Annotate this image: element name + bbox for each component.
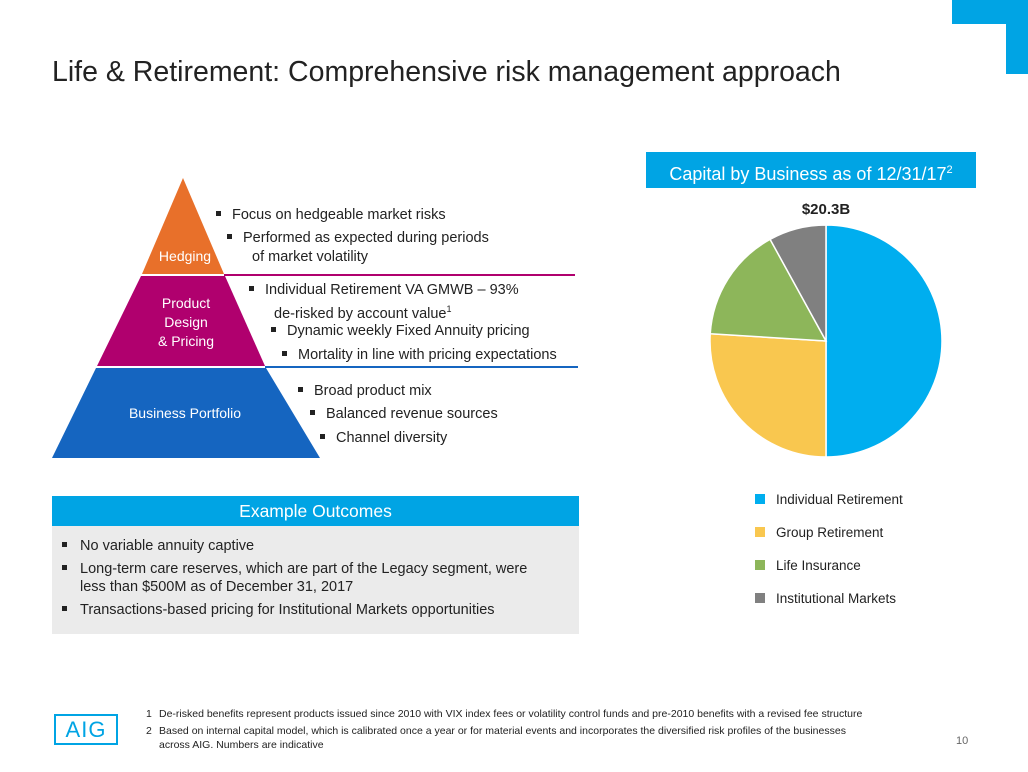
bullet-hedging-1: Focus on hedgeable market risks bbox=[216, 206, 446, 225]
footnote-1-text: De-risked benefits represent products is… bbox=[159, 708, 863, 720]
legend-swatch bbox=[755, 593, 765, 604]
risk-pyramid bbox=[52, 178, 578, 458]
bullet-portfolio-2: Balanced revenue sources bbox=[310, 405, 498, 424]
bullet-product-1: Individual Retirement VA GMWB – 93% bbox=[249, 281, 519, 300]
bullet-square-icon bbox=[298, 386, 303, 392]
bullet-square-icon bbox=[227, 233, 232, 239]
pyramid-label-portfolio: Business Portfolio bbox=[128, 405, 242, 421]
page-number: 10 bbox=[956, 735, 969, 747]
bullet-portfolio-3: Channel diversity bbox=[320, 429, 447, 448]
pyramid-label-product-line: & Pricing bbox=[157, 333, 215, 349]
outcome-item-2-cont: less than $500M as of December 31, 2017 bbox=[80, 579, 354, 595]
pie-slice-institutional-markets bbox=[769, 224, 827, 342]
footnote-2-text: Based on internal capital model, which i… bbox=[159, 725, 846, 737]
pie-slice-individual-retirement bbox=[825, 224, 943, 458]
pyramid-label-product-line: Product bbox=[161, 295, 211, 311]
bullet-product-2: Dynamic weekly Fixed Annuity pricing bbox=[271, 322, 530, 341]
footnote-2-text-cont: across AIG. Numbers are indicative bbox=[159, 739, 324, 751]
corner-accent-top bbox=[952, 0, 1028, 24]
pyramid-product-tier bbox=[97, 276, 265, 366]
capital-chart-header: Capital by Business as of 12/31/172 bbox=[646, 152, 976, 188]
outcome-item-1: No variable annuity captive bbox=[62, 537, 254, 556]
footnote-2-number: 2 bbox=[146, 725, 152, 737]
bullet-square-icon bbox=[62, 605, 67, 611]
outcomes-box bbox=[52, 526, 579, 634]
bullet-square-icon bbox=[62, 564, 67, 570]
pyramid-portfolio-tier bbox=[52, 368, 320, 458]
legend-swatch bbox=[755, 560, 765, 571]
bullet-product-3: Mortality in line with pricing expectati… bbox=[282, 346, 557, 365]
outcomes-header: Example Outcomes bbox=[52, 496, 579, 526]
bullet-hedging-2: Performed as expected during periods bbox=[227, 229, 489, 248]
capital-pie-chart bbox=[709, 224, 943, 458]
pie-slice-life-insurance bbox=[709, 238, 828, 342]
pyramid-hedging-tier bbox=[142, 178, 224, 274]
corner-accent-side bbox=[1006, 24, 1028, 74]
pyramid-label-hedging: Hedging bbox=[158, 248, 212, 264]
bullet-square-icon bbox=[282, 350, 287, 356]
bullet-square-icon bbox=[216, 210, 221, 216]
legend-item: Institutional Markets bbox=[755, 590, 903, 608]
page-title: Life & Retirement: Comprehensive risk ma… bbox=[52, 56, 841, 88]
aig-logo: AIG bbox=[54, 714, 118, 745]
bullet-product-1-cont: de-risked by account value1 bbox=[274, 304, 452, 322]
pie-legend: Individual Retirement Group Retirement L… bbox=[755, 491, 903, 608]
bullet-square-icon bbox=[310, 409, 315, 415]
bullet-square-icon bbox=[271, 326, 276, 332]
bullet-square-icon bbox=[62, 541, 67, 547]
legend-swatch bbox=[755, 527, 765, 538]
legend-item: Group Retirement bbox=[755, 524, 903, 542]
pie-slice-group-retirement bbox=[709, 332, 827, 458]
legend-item: Life Insurance bbox=[755, 557, 903, 575]
outcome-item-3: Transactions-based pricing for Instituti… bbox=[62, 601, 495, 620]
bullet-square-icon bbox=[320, 433, 325, 439]
pyramid-label-product-line: Design bbox=[164, 314, 208, 330]
capital-total-label: $20.3B bbox=[801, 201, 851, 218]
legend-swatch bbox=[755, 494, 765, 505]
outcome-item-2: Long-term care reserves, which are part … bbox=[62, 560, 527, 579]
legend-item: Individual Retirement bbox=[755, 491, 903, 509]
pyramid-label-product: Product Design & Pricing bbox=[140, 294, 232, 351]
bullet-portfolio-1: Broad product mix bbox=[298, 382, 432, 401]
bullet-hedging-2-cont: of market volatility bbox=[252, 249, 369, 265]
bullet-square-icon bbox=[249, 285, 254, 291]
footnote-1-number: 1 bbox=[146, 708, 152, 720]
